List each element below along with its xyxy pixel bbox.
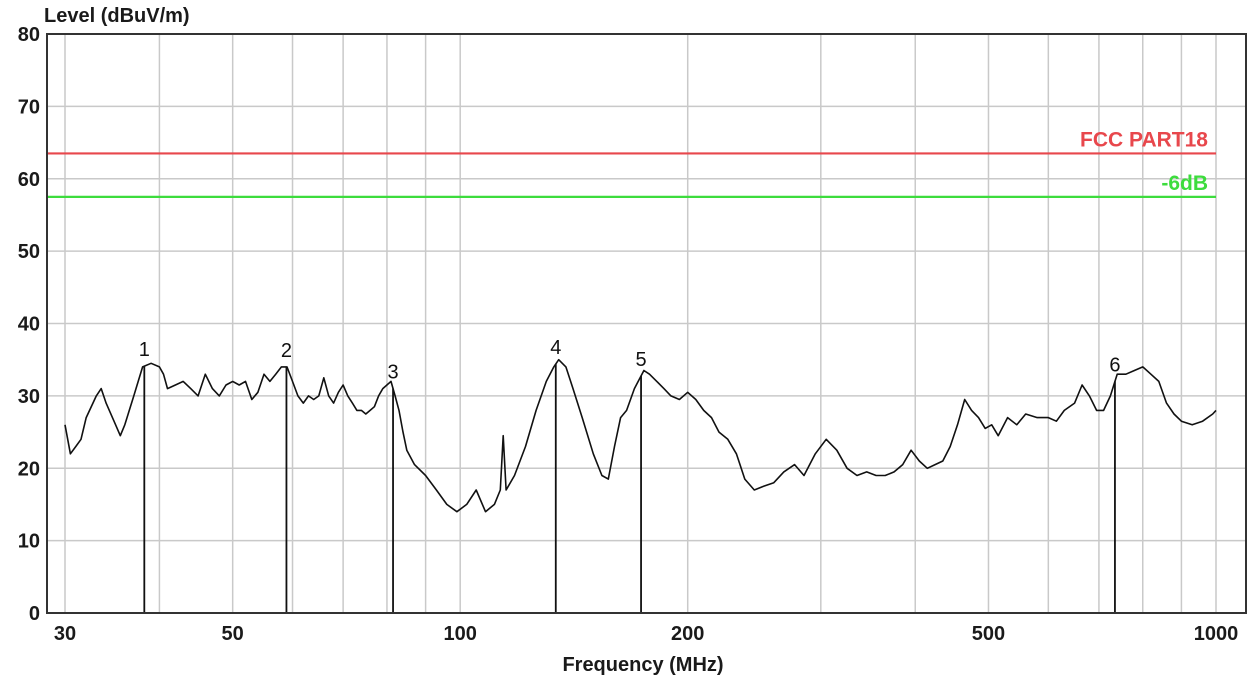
x-tick-label: 100: [444, 623, 477, 645]
marker-label-1: 1: [139, 339, 150, 361]
y-tick-label: 20: [18, 458, 40, 480]
y-tick-label: 50: [18, 241, 40, 263]
x-tick-label: 50: [222, 623, 244, 645]
y-tick-label: 70: [18, 96, 40, 118]
y-tick-label: 60: [18, 169, 40, 191]
marker-label-3: 3: [387, 362, 398, 384]
x-tick-label: 1000: [1194, 623, 1239, 645]
x-axis-label: Frequency (MHz): [562, 654, 723, 676]
limit-lines: FCC PART18 -6dB: [47, 128, 1216, 198]
marker-label-6: 6: [1109, 354, 1120, 376]
series-line-measurement: [64, 358, 1217, 513]
grid: [47, 33, 1246, 614]
y-tick-label: 30: [18, 386, 40, 408]
limit-line-label-0: FCC PART18: [1080, 128, 1208, 151]
y-tick-label: 80: [18, 24, 40, 46]
y-tick-label: 0: [29, 603, 40, 625]
marker-label-5: 5: [635, 349, 646, 371]
x-tick-label: 200: [671, 623, 704, 645]
y-axis-label: Level (dBuV/m): [44, 5, 190, 27]
y-axis-ticks: 0 10 20 30 40 50 60 70 80: [18, 24, 40, 625]
marker-label-2: 2: [281, 340, 292, 362]
marker-lines: 1 2 3 4 5 6: [139, 337, 1121, 613]
x-axis-ticks: 30 50 100 200 500 1000: [54, 623, 1238, 645]
y-tick-label: 10: [18, 531, 40, 553]
limit-line-label-1: -6dB: [1161, 172, 1208, 195]
x-tick-label: 500: [972, 623, 1005, 645]
marker-label-4: 4: [550, 337, 561, 359]
plot-frame: [46, 33, 1247, 614]
x-tick-label: 30: [54, 623, 76, 645]
y-tick-label: 40: [18, 314, 40, 336]
